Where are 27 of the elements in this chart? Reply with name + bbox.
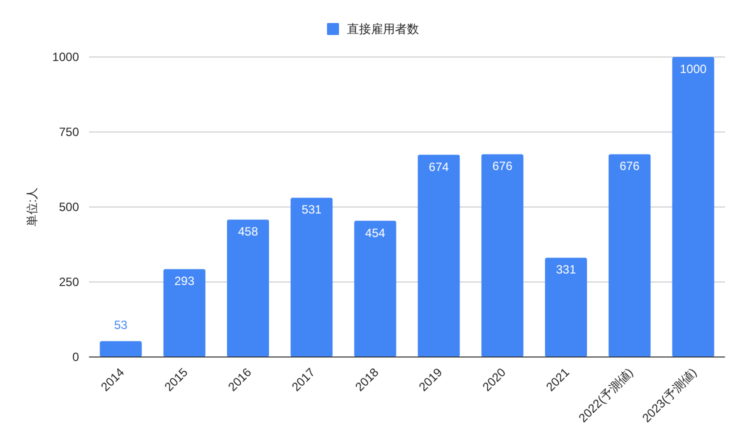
bar (608, 154, 651, 357)
y-tick-label: 1000 (52, 50, 80, 64)
bar (354, 220, 396, 357)
y-tick-label: 0 (72, 350, 80, 364)
bar (100, 341, 142, 357)
data-label: 293 (174, 274, 195, 288)
data-label: 53 (114, 318, 128, 332)
bar (418, 154, 460, 357)
data-label: 331 (556, 262, 576, 277)
data-label: 458 (238, 224, 258, 239)
data-label: 531 (302, 202, 322, 217)
data-label: 676 (492, 159, 513, 174)
data-label: 1000 (680, 62, 707, 76)
bar (672, 57, 714, 357)
data-label: 674 (428, 160, 450, 174)
bar (163, 269, 206, 357)
y-tick-label: 750 (58, 125, 80, 139)
legend-label: 直接雇用者数 (347, 22, 419, 36)
data-label: 676 (620, 159, 640, 174)
y-axis-title: 単位:人 (25, 187, 39, 227)
y-tick-label: 500 (58, 200, 80, 214)
bar (545, 258, 587, 357)
bar (481, 154, 524, 357)
bar (227, 220, 269, 357)
y-tick-label: 250 (58, 275, 80, 289)
bar (290, 198, 333, 357)
data-label: 454 (365, 226, 386, 240)
